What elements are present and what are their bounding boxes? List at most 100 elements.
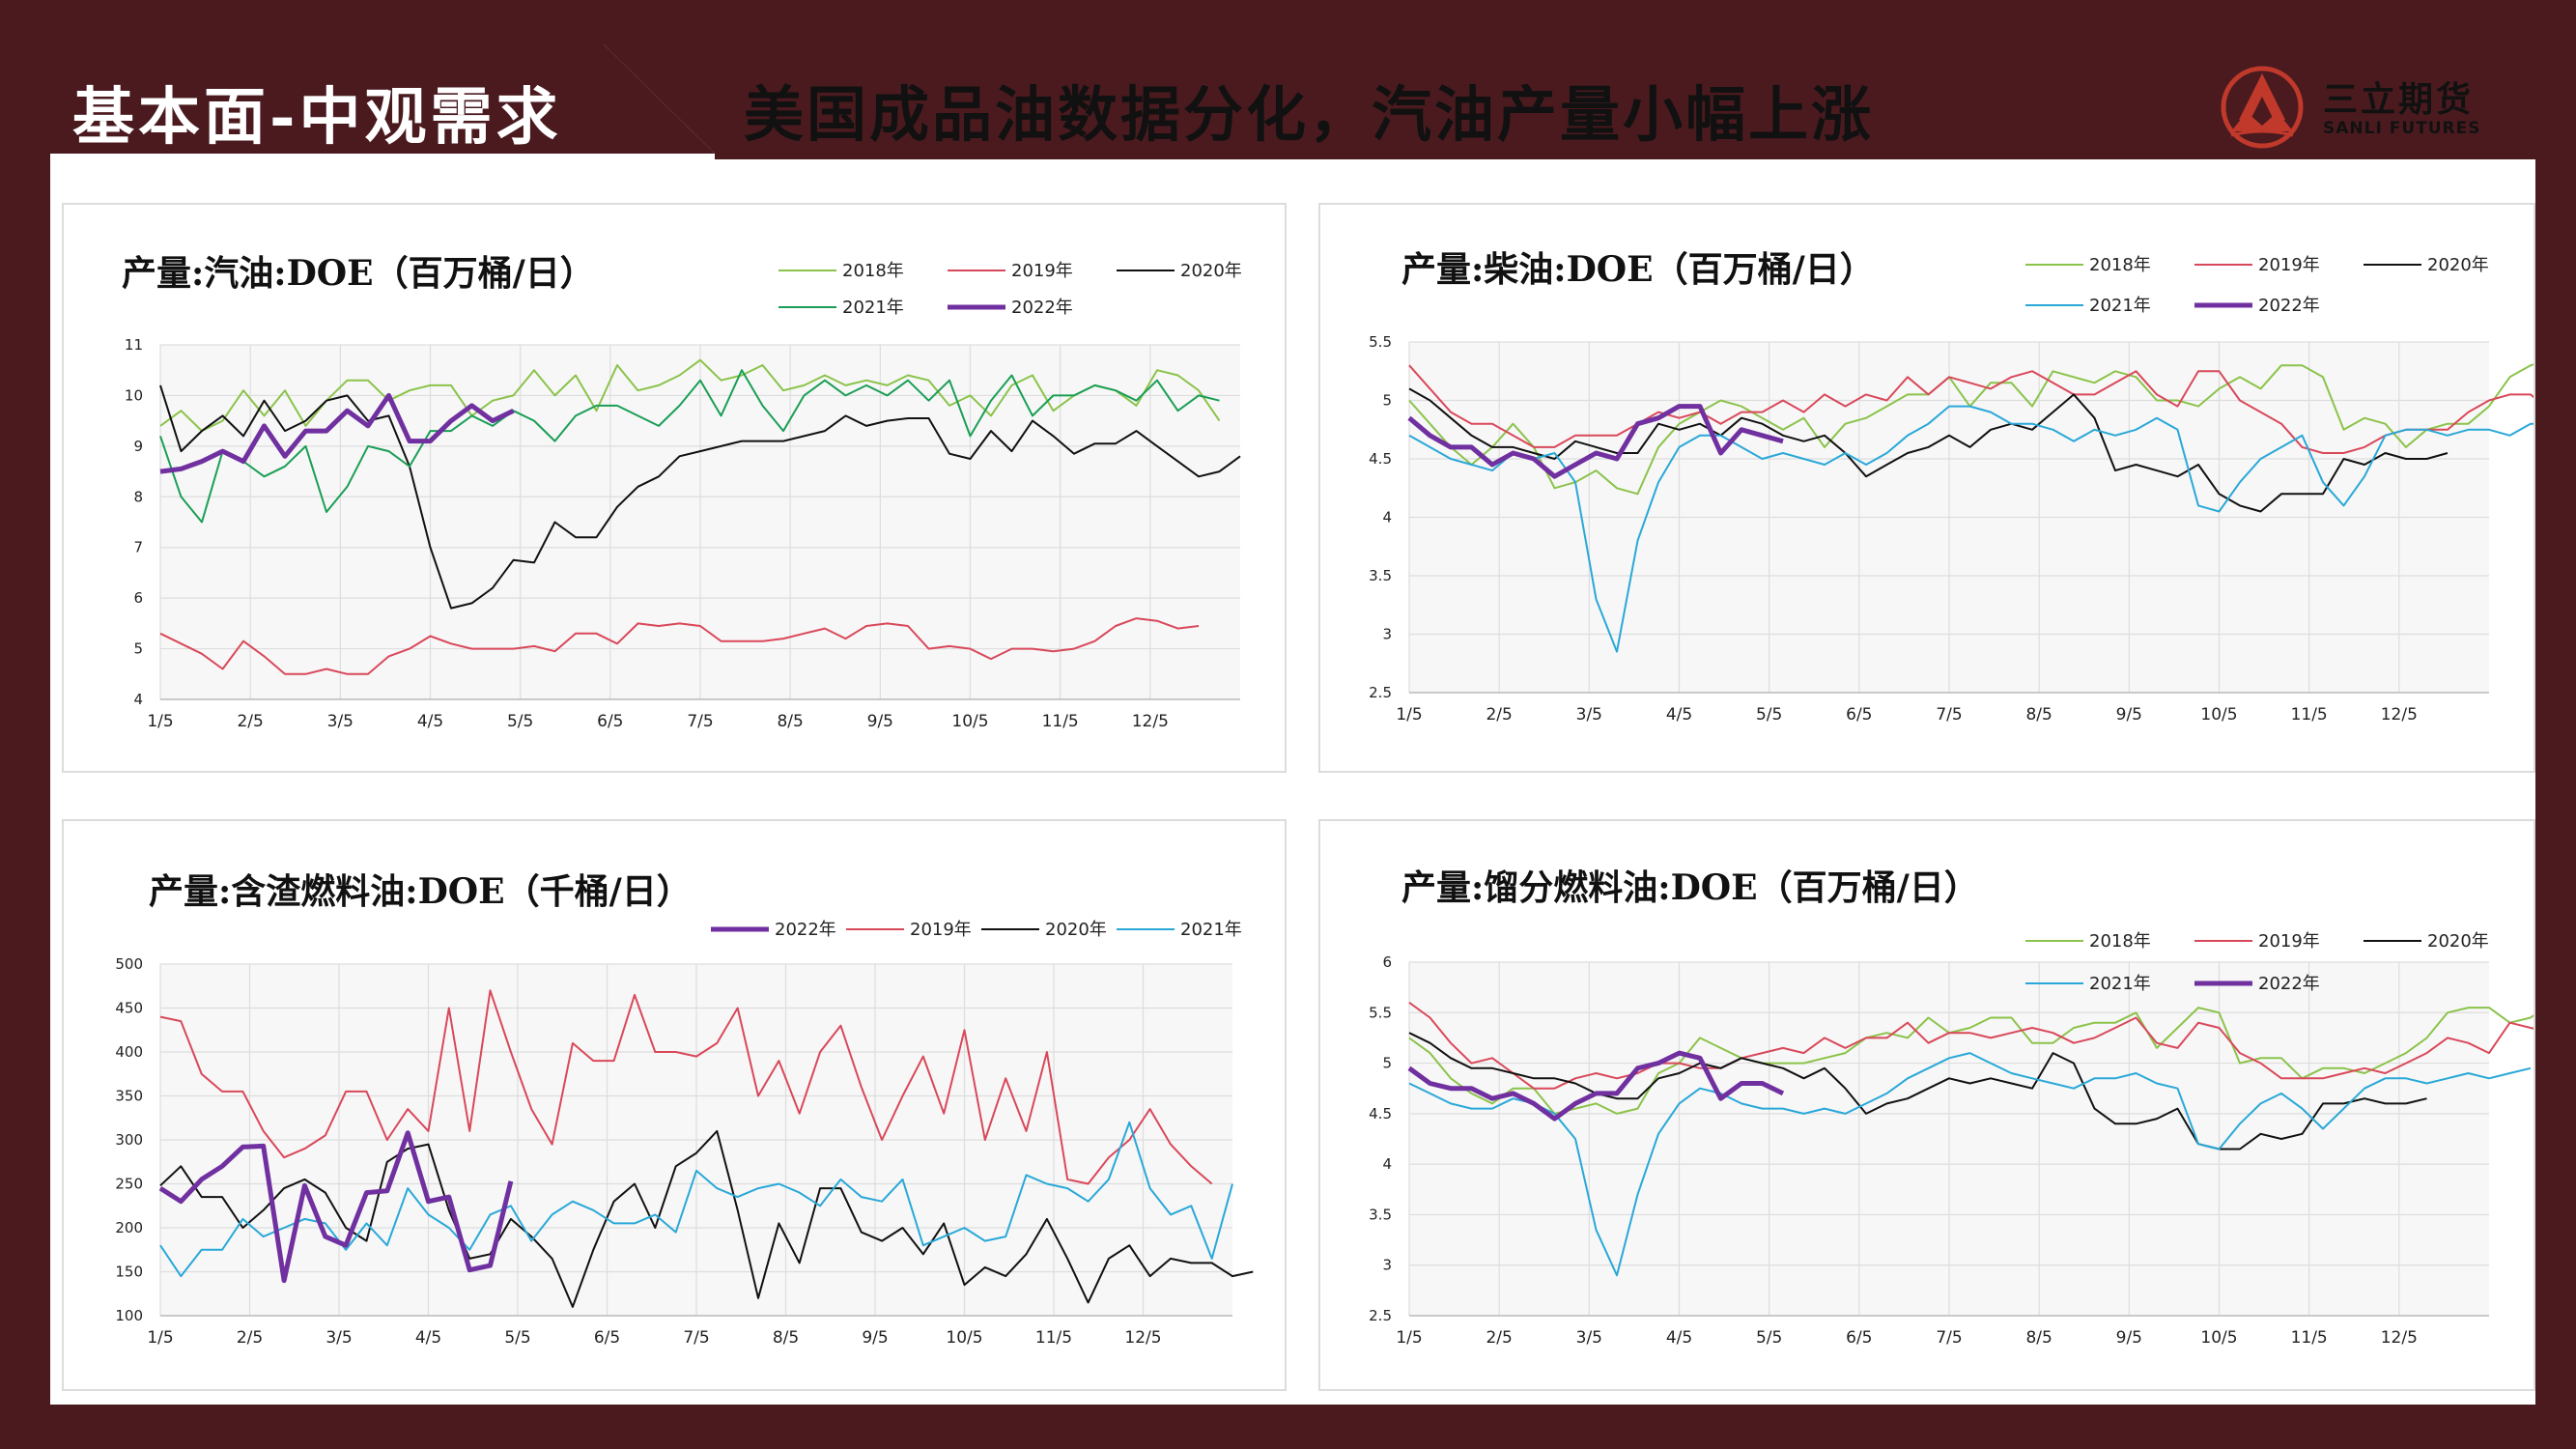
- x-tick-label: 8/5: [777, 712, 803, 731]
- legend-label: 2018年: [2089, 255, 2151, 275]
- chart-residual-fuel: 100 150 200 250 300 350 400 450 500 1/5 2/5 3/5 4/5 5…: [115, 920, 1254, 1348]
- header-rule: [715, 154, 2535, 159]
- chart-title: 产量:汽油:DOE（百万桶/日）: [122, 253, 595, 294]
- legend-label: 2022年: [2258, 974, 2320, 994]
- series-line: [159, 358, 1221, 433]
- x-tick-label: 1/5: [147, 1328, 173, 1348]
- x-tick-label: 6/5: [597, 712, 623, 731]
- x-tick-label: 12/5: [1132, 712, 1169, 731]
- logo-name: 三立期货: [2323, 80, 2475, 120]
- x-tick-label: 7/5: [683, 1328, 709, 1348]
- x-tick-label: 3/5: [1576, 1328, 1602, 1348]
- legend-item: 2019年: [948, 261, 1073, 281]
- grid: [159, 963, 1232, 1317]
- legend-item: 2022年: [948, 298, 1073, 318]
- y-tick-label: 2.5: [1369, 684, 1392, 701]
- sanli-logo-icon: [2221, 66, 2304, 149]
- series-line: [159, 1129, 1254, 1308]
- y-tick-label: 3.5: [1369, 1206, 1392, 1223]
- legend-item: 2020年: [981, 920, 1107, 940]
- legend-item: 2020年: [1117, 261, 1242, 281]
- x-tick-label: 6/5: [1846, 705, 1872, 724]
- x-tick-label: 9/5: [867, 712, 893, 731]
- y-tick-label: 5: [1382, 392, 1392, 410]
- chart-distillate-fuel: 2.5 3 3.5 4 4.5 5 5.5 6 1/5 2/5 3/5 4/5 5/5 6/5 7/5 8/5…: [1369, 931, 2534, 1348]
- x-tick-label: 10/5: [951, 712, 988, 731]
- x-tick-label: 11/5: [2291, 705, 2328, 724]
- x-tick-label: 3/5: [327, 712, 354, 731]
- x-tick-label: 7/5: [687, 712, 713, 731]
- series-line: [159, 369, 1220, 524]
- x-tick-label: 9/5: [2116, 705, 2142, 724]
- legend-label: 2022年: [775, 920, 836, 940]
- chart-panel-distillate-fuel: 2.5 3 3.5 4 4.5 5 5.5 6 1/5 2/5 3/5 4/5 5/5 6/5 7/5 8/5…: [1318, 819, 2535, 1391]
- x-tick-label: 11/5: [1042, 712, 1079, 731]
- chart-panel-gasoline: 4 5 6 7 8 9 10 11 1/5 2/5 3/5 4/5 5/5 6/5 7/5 8/5 9/5 10/…: [62, 203, 1287, 773]
- x-tick-label: 11/5: [1035, 1328, 1072, 1348]
- chart-panel-diesel: 2.5 3 3.5 4 4.5 5 5.5 1/5 2/5 3/5 4/5 5/5 6/5 7/5 8/5 9…: [1318, 203, 2535, 773]
- chart-title: 产量:柴油:DOE（百万桶/日）: [1401, 249, 1875, 290]
- series-line: [1408, 387, 2449, 513]
- y-tick-label: 11: [125, 336, 143, 354]
- legend-item: 2022年: [2194, 296, 2320, 316]
- y-tick-label: 3.5: [1369, 567, 1392, 584]
- x-tick-label: 4/5: [1666, 705, 1692, 724]
- y-tick-label: 450: [115, 1000, 143, 1017]
- series-line: [159, 617, 1200, 675]
- legend-item: 2022年: [711, 920, 836, 940]
- legend-label: 2021年: [842, 298, 904, 318]
- y-tick-label: 3: [1382, 626, 1392, 643]
- legend-item: 2021年: [1117, 920, 1242, 940]
- legend-item: 2018年: [2025, 255, 2151, 275]
- legend-label: 2022年: [1011, 298, 1073, 318]
- legend-label: 2019年: [2258, 931, 2320, 952]
- x-tick-label: 1/5: [1396, 705, 1422, 724]
- y-tick-label: 9: [133, 438, 143, 455]
- series-line: [1408, 405, 2534, 653]
- x-tick-label: 2/5: [237, 1328, 263, 1348]
- series-line: [159, 989, 1213, 1185]
- x-tick-label: 2/5: [237, 712, 263, 731]
- legend-item: 2018年: [778, 261, 904, 281]
- x-tick-label: 11/5: [2291, 1328, 2328, 1348]
- y-tick-label: 3: [1382, 1257, 1392, 1274]
- x-tick-label: 2/5: [1486, 1328, 1512, 1348]
- x-tick-label: 5/5: [504, 1328, 530, 1348]
- legend-item: 2020年: [2364, 255, 2489, 275]
- y-tick-label: 4: [133, 691, 143, 708]
- x-tick-label: 4/5: [415, 1328, 441, 1348]
- chart-panel-residual-fuel: 100 150 200 250 300 350 400 450 500 1/5 2/5 3/5 4/5 5…: [62, 819, 1287, 1391]
- section-title: 基本面-中观需求: [72, 81, 562, 154]
- series-line: [159, 392, 515, 474]
- x-tick-label: 10/5: [2200, 1328, 2237, 1348]
- legend-item: 2021年: [2025, 974, 2151, 994]
- header-band: [0, 0, 2576, 159]
- legend-label: 2020年: [2427, 931, 2489, 952]
- legend-item: 2022年: [2194, 974, 2320, 994]
- x-tick-label: 1/5: [1396, 1328, 1422, 1348]
- y-tick-label: 2.5: [1369, 1307, 1392, 1324]
- chart-gasoline: 4 5 6 7 8 9 10 11 1/5 2/5 3/5 4/5 5/5 6/5 7/5 8/5 9/5 10/…: [125, 261, 1242, 731]
- chart-title: 产量:含渣燃料油:DOE（千桶/日）: [149, 871, 692, 912]
- x-tick-label: 7/5: [1936, 705, 1962, 724]
- x-tick-label: 7/5: [1936, 1328, 1962, 1348]
- x-tick-label: 8/5: [773, 1328, 799, 1348]
- x-tick-label: 12/5: [2381, 705, 2418, 724]
- series-line: [158, 1130, 514, 1284]
- y-tick-label: 4.5: [1369, 450, 1392, 468]
- x-tick-label: 12/5: [1124, 1328, 1161, 1348]
- x-tick-label: 2/5: [1486, 705, 1512, 724]
- y-tick-label: 200: [115, 1219, 143, 1236]
- series-line: [159, 384, 1241, 610]
- series-line: [1408, 363, 2534, 496]
- x-tick-label: 4/5: [417, 712, 443, 731]
- page-title: 美国成品油数据分化，汽油产量小幅上涨: [744, 79, 1875, 150]
- series-line: [1407, 404, 1784, 479]
- x-tick-label: 3/5: [326, 1328, 352, 1348]
- legend-label: 2019年: [910, 920, 972, 940]
- y-tick-label: 7: [133, 539, 143, 556]
- x-tick-label: 8/5: [2025, 705, 2052, 724]
- y-tick-label: 6: [133, 589, 143, 607]
- series-line: [1408, 1032, 2427, 1151]
- legend-item: 2021年: [778, 298, 904, 318]
